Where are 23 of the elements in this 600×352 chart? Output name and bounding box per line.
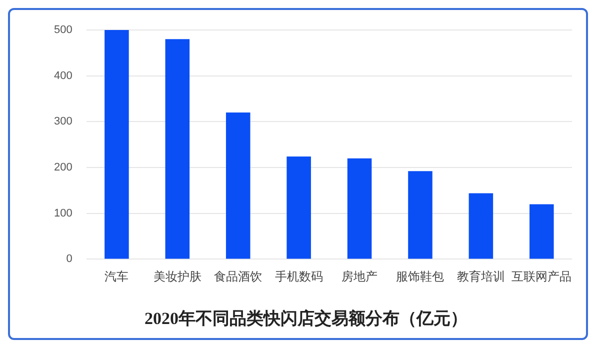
y-tick-label: 300 — [54, 116, 72, 128]
text: 2020年不同品类快闪店交易额分布（亿元） — [144, 309, 468, 328]
bar — [226, 112, 250, 259]
bar — [165, 39, 190, 259]
bar — [286, 156, 311, 259]
y-tick-label: 100 — [54, 207, 72, 220]
x-tick-label: 教育培训 — [456, 270, 505, 284]
y-tick-label: 400 — [54, 70, 72, 82]
x-tick-label: 食品酒饮 — [214, 270, 262, 284]
bar — [408, 171, 432, 259]
x-tick-label: 服饰鞋包 — [396, 270, 444, 284]
x-tick-label: 美妆护肤 — [153, 270, 202, 284]
y-tick-label: 500 — [54, 24, 72, 36]
bar — [347, 158, 372, 259]
x-tick-label: 互联网产品 — [512, 270, 572, 284]
bar — [530, 204, 554, 259]
y-tick-label: 200 — [54, 162, 72, 174]
y-tick-label: 0 — [66, 253, 72, 266]
bar — [468, 193, 494, 259]
x-tick-label: 房地产 — [342, 270, 378, 284]
x-tick-label: 汽车 — [104, 270, 129, 284]
x-tick-label: 手机数码 — [274, 270, 323, 284]
bar — [104, 30, 129, 259]
